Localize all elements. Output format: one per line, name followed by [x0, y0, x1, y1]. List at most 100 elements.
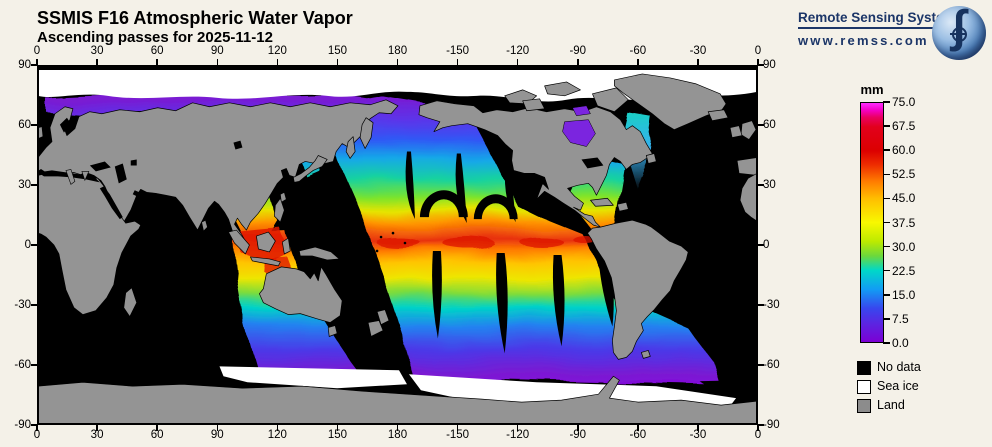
- baltic-sea: [59, 117, 71, 133]
- colorbar-tick-mark: [883, 245, 890, 248]
- orbit-gap-layer: [405, 151, 614, 354]
- ireland: [729, 125, 743, 138]
- y-axis-tick-label: -60: [763, 359, 780, 371]
- hispaniola: [617, 201, 629, 212]
- colorbar-tick-mark: [883, 197, 890, 200]
- y-axis-tick-mark: [31, 364, 37, 366]
- x-axis-tick-label: 0: [33, 45, 41, 57]
- y-axis-tick-label: 90: [18, 59, 31, 71]
- x-axis-tick-label: 60: [150, 429, 164, 441]
- sri-lanka: [201, 219, 208, 232]
- x-axis-tick-label: -30: [689, 429, 707, 441]
- x-axis-tick-label: 60: [150, 45, 164, 57]
- x-axis-tick-label: 180: [387, 45, 408, 57]
- philippines: [273, 197, 285, 223]
- x-axis-tick-label: -60: [629, 429, 647, 441]
- y-axis-tick-mark: [758, 124, 764, 126]
- x-axis-tick-label: 150: [327, 45, 347, 57]
- itcz-red-band: [519, 237, 564, 247]
- south-atlantic-swath: [624, 302, 719, 383]
- x-axis-tick-mark: [216, 425, 218, 431]
- itcz-red-band: [375, 236, 419, 246]
- x-axis-tick-label: -90: [569, 45, 587, 57]
- colorbar-tick-mark: [883, 125, 890, 127]
- itcz-red-band: [442, 237, 495, 249]
- colorbar: [860, 102, 884, 343]
- x-axis-tick-mark: [637, 59, 639, 65]
- colorbar-tick-label: 37.5: [892, 215, 916, 230]
- x-axis-tick-label: -150: [446, 45, 470, 57]
- great-lakes: [581, 157, 604, 169]
- x-axis-tick-mark: [96, 425, 98, 431]
- foxe-basin-data: [572, 105, 591, 116]
- remss-globe-icon: ∫: [932, 0, 986, 60]
- colorbar-tick-label: 0.0: [892, 336, 909, 350]
- sulawesi: [281, 237, 291, 255]
- x-axis-tick-mark: [637, 425, 639, 431]
- colorbar-tick-label: 60.0: [892, 143, 916, 158]
- x-axis-tick-mark: [577, 425, 579, 431]
- britain-east-sliver: [38, 126, 44, 139]
- y-axis-tick-label: -90: [14, 419, 31, 431]
- legend-swatch-sea-ice: [857, 380, 871, 394]
- x-axis-tick-label: -150: [446, 429, 470, 441]
- x-axis-tick-mark: [577, 59, 579, 65]
- y-axis-tick-mark: [758, 64, 764, 66]
- australia: [259, 266, 343, 323]
- y-axis-tick-mark: [31, 124, 37, 126]
- x-axis-tick-mark: [336, 59, 339, 65]
- japan: [292, 155, 328, 183]
- x-axis-tick-mark: [336, 425, 339, 431]
- x-axis-tick-mark: [156, 59, 158, 65]
- red-sea: [99, 186, 123, 220]
- y-axis-tick-mark: [758, 304, 764, 306]
- cuba: [590, 197, 614, 207]
- y-axis-tick-mark: [758, 244, 764, 246]
- kamchatka: [359, 117, 374, 149]
- arctic-sea-ice: [38, 69, 757, 102]
- y-axis-tick-mark: [758, 184, 764, 186]
- x-axis-tick-mark: [396, 59, 399, 65]
- y-axis-tick-mark: [31, 244, 37, 246]
- sakhalin: [345, 136, 356, 159]
- lake-baikal: [233, 140, 243, 150]
- x-axis-tick-label: 90: [210, 45, 224, 57]
- greenland: [614, 73, 727, 130]
- x-axis-tick-label: 120: [267, 45, 287, 57]
- x-axis-tick-label: 0: [33, 429, 41, 441]
- colorbar-tick-label: 45.0: [892, 191, 916, 206]
- x-axis-tick-label: 150: [327, 429, 347, 441]
- y-axis-tick-label: 0: [763, 239, 770, 251]
- y-axis-tick-mark: [31, 424, 37, 426]
- x-axis-tick-mark: [276, 59, 279, 65]
- iceland: [707, 109, 729, 122]
- x-axis-tick-label: 0: [754, 45, 762, 57]
- remss-logo-url: www.remss.com: [798, 33, 929, 48]
- colorbar-tick-label: 15.0: [892, 287, 916, 302]
- x-axis-tick-mark: [456, 425, 459, 431]
- x-axis-tick-mark: [757, 59, 759, 65]
- x-axis-tick-label: -90: [569, 429, 587, 441]
- antarctica: [38, 375, 757, 424]
- canadian-arctic-islands: [522, 98, 545, 112]
- x-axis-tick-mark: [396, 425, 399, 431]
- hudson-bay-data: [562, 119, 596, 147]
- colorbar-unit-label: mm: [860, 82, 884, 97]
- remss-logo-text: Remote Sensing Systems www.remss.com: [798, 10, 963, 48]
- x-axis-tick-mark: [697, 59, 699, 65]
- x-axis-tick-mark: [156, 425, 158, 431]
- x-axis-tick-label: 0: [754, 429, 762, 441]
- colorbar-tick-mark: [883, 221, 890, 224]
- colorbar-tick-label: 30.0: [892, 239, 916, 254]
- legend-swatch-land: [857, 399, 871, 413]
- x-axis-tick-mark: [216, 59, 218, 65]
- colorbar-tick-mark: [883, 342, 890, 344]
- y-axis-tick-label: 90: [763, 59, 776, 71]
- y-axis-tick-label: -30: [763, 299, 780, 311]
- y-axis-tick-label: 30: [763, 179, 776, 191]
- new-zealand: [376, 309, 390, 325]
- italy: [65, 169, 76, 185]
- black-sea: [89, 161, 111, 172]
- colorbar-tick-mark: [883, 318, 890, 320]
- y-axis-tick-label: 60: [18, 119, 31, 131]
